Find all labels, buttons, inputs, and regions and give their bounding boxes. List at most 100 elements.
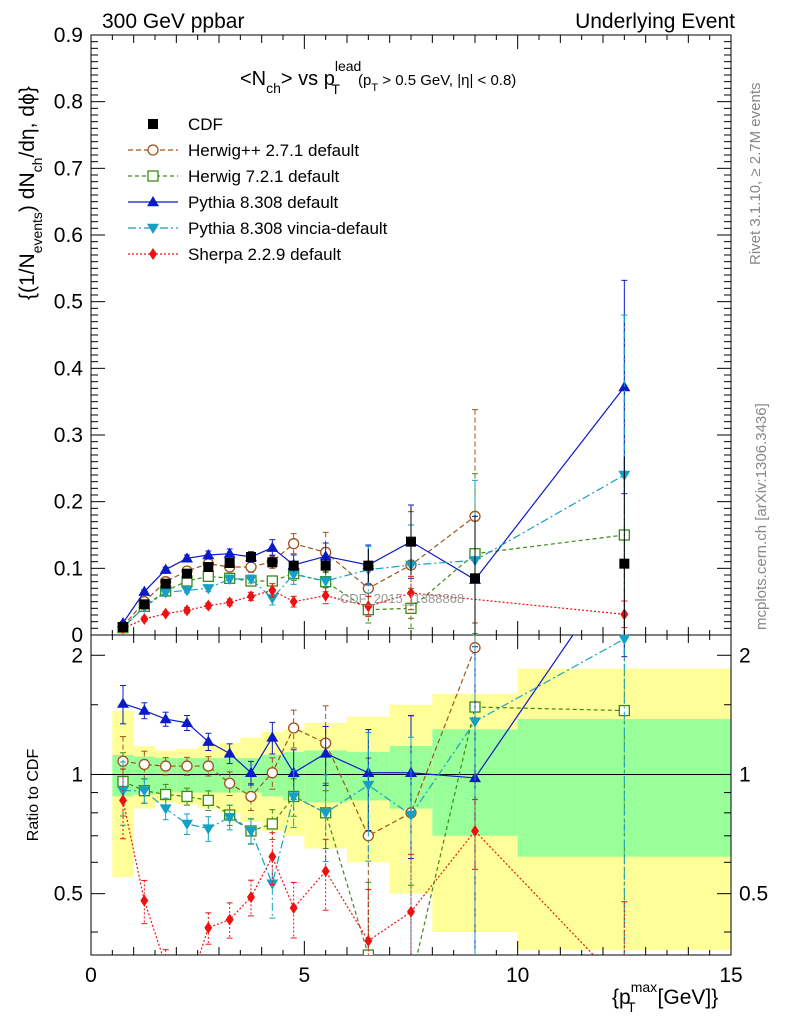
herwig-2-7-1-default-ratio-point — [138, 758, 150, 771]
pythia-8-308-vincia-default-ratio-point — [138, 786, 151, 797]
sherpa-2-2-9-default-ratio-point — [471, 824, 479, 837]
herwig-2-7-1-default-ratio-point — [245, 790, 257, 803]
main-ylabel: {(1/Nevents) dNch/dη, dϕ} — [16, 86, 45, 300]
pythia-8-308-vincia-default-ratio-point — [181, 819, 193, 830]
cdf-point — [118, 622, 128, 632]
pythia-8-308-vincia-default-ratio-point — [159, 804, 172, 815]
herwig-2-7-1-default-ratio-point — [160, 760, 172, 772]
pythia-8-308-vincia-default-ratio-point — [223, 812, 236, 824]
ratio-y-tick-label: 1 — [71, 763, 83, 786]
pythia-8-308-vincia-default-point — [223, 574, 236, 585]
pythia-8-308-vincia-default-ratio-point — [469, 717, 481, 728]
pythia-8-308-default-ratio-point — [159, 713, 172, 724]
legend-marker-pythia-8-308-vincia-default — [147, 223, 159, 234]
sherpa-2-2-9-default-ratio-point — [183, 987, 191, 999]
mcplots-label: mcplots.cern.ch [arXiv:1306.3436] — [753, 403, 770, 630]
pythia-8-308-default-point — [223, 547, 236, 558]
xlabel-p2: [GeV]} — [652, 986, 719, 1009]
pythia-8-308-vincia-default-ratio-point — [618, 635, 631, 645]
herwig-2-7-1-default-point — [288, 538, 300, 550]
herwig-2-7-1-default-ratio-point — [224, 777, 236, 789]
legend-label-cdf: CDF — [188, 115, 223, 134]
pythia-8-308-vincia-default-point — [287, 570, 300, 581]
pythia-8-308-default-point — [266, 541, 279, 552]
sherpa-2-2-9-default-point — [140, 613, 149, 625]
sherpa-2-2-9-default-ratio-point — [289, 902, 298, 915]
legend-marker-pythia-8-308-default — [147, 196, 159, 207]
sherpa-2-2-9-default-point — [364, 600, 373, 613]
pythia-8-308-default-point — [202, 549, 215, 560]
sherpa-2-2-9-default-point — [247, 590, 255, 603]
pythia-8-308-default-point — [159, 563, 172, 574]
pythia-8-308-vincia-default-ratio-point — [362, 780, 375, 792]
sherpa-2-2-9-default-ratio-point — [321, 865, 330, 878]
pythia-8-308-vincia-default-ratio-point — [405, 810, 417, 821]
pythia-8-308-vincia-default-point — [159, 588, 172, 599]
cdf-point — [139, 599, 150, 610]
pythia-8-308-default-ratio-point — [223, 747, 236, 758]
herwig-7-2-1-default-ratio-point — [202, 794, 214, 807]
x-tick-label: 0 — [85, 964, 97, 987]
main-y-tick-label: 0.1 — [54, 557, 83, 580]
main-y-tick-label: 0.7 — [54, 157, 83, 180]
ylabel-p1: {(1/N — [16, 253, 39, 300]
pythia-8-308-default-main-line — [122, 386, 625, 624]
herwig-2-7-1-default-point — [245, 561, 257, 573]
sherpa-2-2-9-default-point — [161, 607, 170, 620]
pythia-8-308-default-ratio-point — [181, 716, 193, 728]
legend-label-pythia-8-308-vincia-default: Pythia 8.308 vincia-default — [188, 219, 388, 238]
sherpa-2-2-9-default-ratio-point — [268, 850, 277, 863]
pythia-8-308-vincia-default-ratio-point — [287, 792, 300, 803]
cdf-point — [406, 536, 416, 547]
pythia-8-308-default-ratio-point — [202, 735, 215, 746]
herwig-7-2-1-default-ratio-point — [181, 790, 193, 803]
cdf-point — [320, 560, 331, 571]
ratio-ylabel: Ratio to CDF — [25, 749, 42, 842]
cdf-point — [182, 568, 192, 579]
pythia-8-308-vincia-default-ratio-point — [319, 808, 332, 819]
main-y-tick-label: 0.6 — [54, 224, 83, 247]
ylabel-p2: ) dN — [16, 172, 39, 212]
ratio-y-tick-label: 0.5 — [739, 883, 768, 906]
pythia-8-308-vincia-default-point — [181, 586, 193, 597]
legend-marker-sherpa-2-2-9-default — [149, 248, 157, 260]
herwig-7-2-1-default-ratio-point — [266, 818, 278, 830]
pythia-8-308-vincia-default-ratio-point — [245, 826, 257, 837]
sherpa-2-2-9-default-ratio-point — [364, 934, 373, 947]
herwig-2-7-1-default-ratio-point — [266, 767, 278, 779]
ratio-y-tick-label: 0.5 — [54, 883, 83, 906]
cdf-point — [363, 560, 374, 571]
pythia-8-308-default-point — [181, 552, 193, 563]
cdf-point — [160, 578, 171, 589]
cdf-point — [224, 558, 235, 568]
legend: CDF Herwig++ 2.7.1 default Herwig 7.2.1 de… — [128, 115, 388, 264]
cdf-point — [470, 573, 480, 584]
main-y-tick-label: 0.8 — [54, 91, 83, 114]
header-left: 300 GeV ppbar — [102, 10, 244, 33]
legend-marker-cdf — [148, 119, 158, 129]
sherpa-2-2-9-default-ratio-point — [407, 905, 415, 918]
chart-title: <Nch> vs plead T (pT > 0.5 GeV, |η| < 0.8… — [240, 58, 516, 97]
sherpa-2-2-9-default-point — [407, 587, 415, 599]
main-y-tick-label: 0.2 — [54, 491, 83, 514]
sherpa-2-2-9-default-point — [204, 599, 213, 612]
main-y-tick-label: 0.3 — [54, 424, 83, 447]
main-plot-area — [117, 279, 631, 635]
ratio-y-tick-label: 2 — [71, 644, 83, 667]
herwig-2-7-1-default-ratio-point — [181, 760, 193, 772]
pythia-8-308-default-ratio-point — [319, 747, 332, 758]
pythia-8-308-default-ratio-point — [138, 704, 151, 715]
pythia-8-308-vincia-default-point — [245, 574, 257, 585]
title-cut-sub: T — [371, 82, 378, 94]
main-clip-group — [117, 279, 631, 635]
sherpa-2-2-9-default-point — [225, 596, 234, 609]
ratio-clip-group — [117, 635, 631, 999]
pythia-8-308-vincia-default-ratio-point — [117, 786, 129, 797]
sherpa-2-2-9-default-ratio-point — [162, 959, 170, 971]
pythia-8-308-default-point — [319, 550, 332, 561]
sherpa-2-2-9-default-point — [289, 595, 298, 608]
title-main-sub: ch — [266, 80, 281, 96]
pythia-8-308-default-ratio-point — [117, 697, 129, 708]
pythia-8-308-vincia-default-ratio-point — [202, 824, 215, 835]
